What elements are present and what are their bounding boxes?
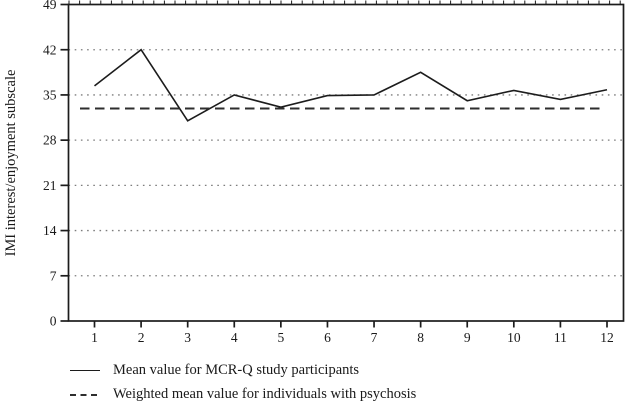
chart-svg: IMI interest/enjoyment subscale 07142128… <box>3 0 625 345</box>
x-tick-label: 5 <box>277 330 284 345</box>
x-tick-label: 10 <box>507 330 521 345</box>
solid-line-swatch <box>70 369 100 372</box>
x-tick-label: 6 <box>324 330 331 345</box>
chart-legend: Mean value for MCR-Q study participants … <box>70 362 416 404</box>
y-axis-label: IMI interest/enjoyment subscale <box>3 70 19 257</box>
x-tick-label: 1 <box>91 330 98 345</box>
plot-frame <box>67 3 625 322</box>
x-tick-label: 12 <box>600 330 614 345</box>
x-tick-label: 4 <box>231 330 238 345</box>
y-tick-label: 35 <box>43 88 57 103</box>
x-tick-label: 8 <box>417 330 424 345</box>
y-tick-label: 7 <box>50 268 57 283</box>
y-tick-label: 42 <box>43 42 57 57</box>
dashed-line-swatch <box>70 394 100 397</box>
x-tick-label: 2 <box>138 330 145 345</box>
x-tick-label: 3 <box>184 330 191 345</box>
legend-item-psychosis: Weighted mean value for individuals with… <box>70 386 416 403</box>
y-tick-label: 14 <box>43 223 57 238</box>
y-tick-label: 0 <box>50 314 57 329</box>
y-tick-label: 28 <box>43 133 57 148</box>
legend-label-psychosis: Weighted mean value for individuals with… <box>113 386 417 403</box>
y-tick-label: 21 <box>43 178 57 193</box>
legend-label-participants: Mean value for MCR-Q study participants <box>113 362 360 378</box>
x-tick-label: 11 <box>554 330 567 345</box>
y-tick-label: 49 <box>43 0 57 12</box>
x-tick-label: 9 <box>464 330 471 345</box>
mean-value-line <box>94 48 608 122</box>
x-tick-label: 7 <box>371 330 378 345</box>
legend-item-participants: Mean value for MCR-Q study participants <box>70 362 416 379</box>
